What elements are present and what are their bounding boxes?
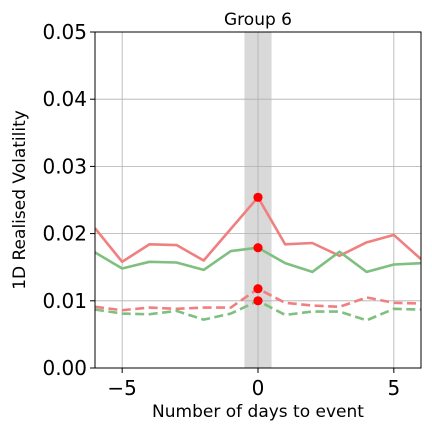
y-tick-label-1: 0.01 (42, 289, 87, 313)
x-tick-label-1: 0 (252, 376, 265, 400)
y-tick-label-2: 0.02 (42, 222, 87, 246)
event-marker-4 (253, 296, 263, 306)
x-tick-label-0: −5 (107, 376, 136, 400)
y-tick-label-3: 0.03 (42, 154, 87, 178)
chart-title: Group 6 (224, 10, 292, 30)
event-marker-3 (253, 284, 263, 294)
y-tick-label-4: 0.04 (42, 87, 87, 111)
event-marker-2 (253, 243, 263, 253)
x-axis-label: Number of days to event (152, 402, 364, 422)
plot-area: −5 0 5 0.00 0.01 0.02 0.03 0.04 0.05 (42, 20, 422, 400)
y-tick-label-0: 0.00 (42, 356, 87, 380)
x-tick-label-2: 5 (387, 376, 400, 400)
y-axis-label: 1D Realised Volatility (10, 110, 30, 290)
y-tick-label-5: 0.05 (42, 20, 87, 44)
event-marker-1 (253, 192, 263, 202)
